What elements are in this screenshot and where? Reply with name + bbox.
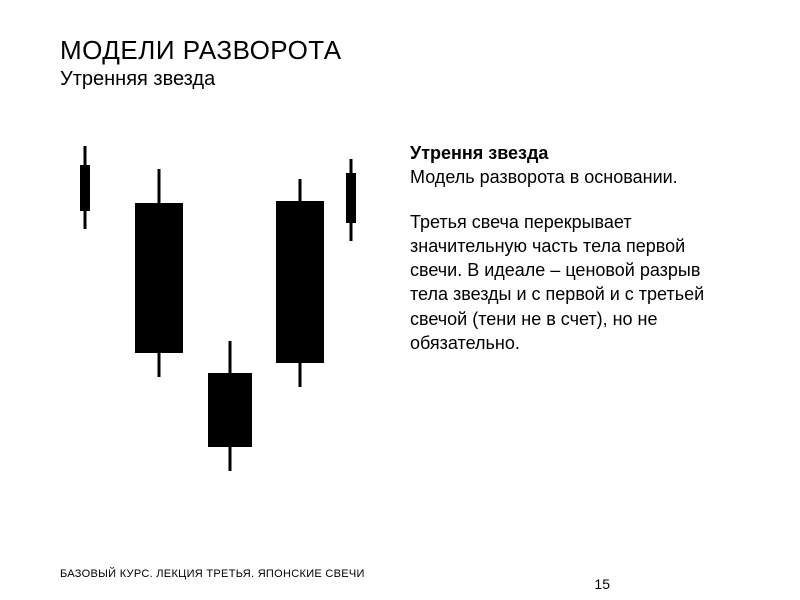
candle-body: [135, 203, 183, 353]
candle-body: [276, 201, 324, 363]
candle-body: [346, 173, 356, 223]
slide-subtitle: Утренняя звезда: [60, 68, 740, 91]
content-row: Утрення звезда Модель разворота в основа…: [60, 141, 740, 481]
candle-3: [208, 141, 252, 481]
candle-2: [135, 141, 183, 481]
description-area: Утрення звезда Модель разворота в основа…: [410, 141, 740, 481]
description-heading: Утрення звезда: [410, 143, 548, 163]
slide-title: МОДЕЛИ РАЗВОРОТА: [60, 35, 740, 66]
candle-5: [346, 141, 356, 481]
candle-1: [80, 141, 90, 481]
candle-body: [80, 165, 90, 211]
candle-body: [208, 373, 252, 447]
candle-4: [276, 141, 324, 481]
page-number: 15: [594, 576, 610, 592]
candlestick-chart: [60, 141, 370, 481]
footer-text: БАЗОВЫЙ КУРС. ЛЕКЦИЯ ТРЕТЬЯ. ЯПОНСКИЕ СВ…: [60, 568, 365, 580]
slide-container: МОДЕЛИ РАЗВОРОТА Утренняя звезда Утрення…: [0, 0, 800, 600]
description-paragraph: Третья свеча перекрывает значительную ча…: [410, 210, 740, 356]
slide-header: МОДЕЛИ РАЗВОРОТА Утренняя звезда: [60, 35, 740, 91]
description-line1: Модель разворота в основании.: [410, 165, 740, 189]
